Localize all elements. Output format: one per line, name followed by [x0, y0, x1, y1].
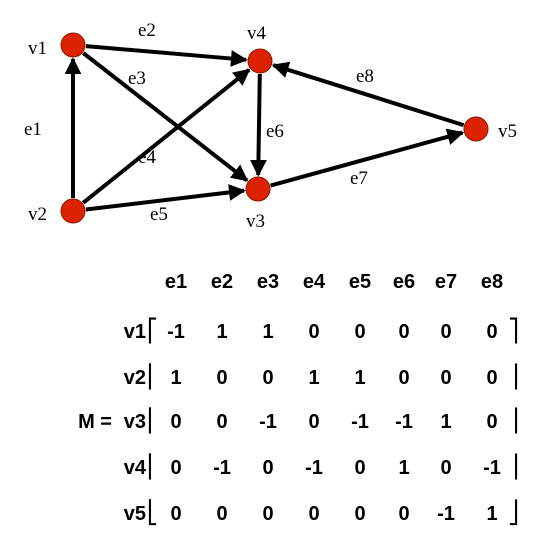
node-v5: [463, 116, 489, 142]
edge-e7: [270, 128, 465, 188]
edge-e8: [271, 61, 465, 128]
matrix-cell: 0: [354, 457, 366, 479]
node-label-v4: v4: [247, 23, 267, 44]
matrix-name: M =: [78, 411, 112, 433]
edge-e4: [81, 68, 251, 205]
edge-e5: [85, 184, 246, 212]
matrix-row-label: v3: [123, 411, 146, 433]
matrix-cell: 0: [308, 503, 320, 525]
matrix-cell: 1: [486, 503, 498, 525]
matrix-cell: 1: [398, 457, 410, 479]
matrix-right-bracket: ⎤: [508, 319, 519, 344]
edge-label-e5: e5: [150, 204, 168, 225]
node-v2: [60, 198, 86, 224]
matrix-cell: -1: [167, 321, 185, 343]
edge-e6: [250, 73, 267, 177]
matrix-cell: 0: [440, 321, 452, 343]
node-label-v2: v2: [28, 204, 47, 225]
matrix-left-bracket: ⎣: [147, 501, 158, 526]
matrix-cell: 0: [308, 321, 320, 343]
edge-label-e8: e8: [356, 66, 374, 87]
matrix-cell: -1: [259, 411, 277, 433]
edge-e2: [85, 44, 248, 67]
matrix-cell: -1: [483, 457, 501, 479]
matrix-row-label: v1: [123, 321, 146, 343]
matrix-cell: 1: [354, 367, 366, 389]
matrix-left-bracket: ⎡: [147, 319, 158, 344]
matrix-cell: 0: [354, 503, 366, 525]
matrix-cell: 0: [262, 457, 274, 479]
matrix-column-header: e4: [302, 271, 326, 293]
matrix-cell: 0: [170, 503, 182, 525]
matrix-right-bracket: ⎥: [508, 365, 519, 390]
matrix-cell: 0: [262, 367, 274, 389]
matrix-cell: 1: [262, 321, 274, 343]
edge-label-e6: e6: [266, 121, 284, 142]
matrix-right-bracket: ⎥: [508, 409, 519, 434]
matrix-cell: 0: [216, 503, 228, 525]
matrix-left-bracket: ⎢: [147, 455, 158, 480]
node-label-v3: v3: [246, 211, 265, 232]
edge-label-e3: e3: [128, 68, 146, 89]
matrix-row-label: v4: [123, 457, 146, 479]
edge-label-e2: e2: [138, 20, 156, 41]
matrix-cell: 0: [486, 367, 498, 389]
matrix-cell: 0: [398, 503, 410, 525]
edge-label-e4: e4: [138, 147, 156, 168]
matrix-column-header: e8: [480, 271, 504, 293]
matrix-cell: -1: [351, 411, 369, 433]
matrix-cell: 1: [216, 321, 228, 343]
matrix-column-header: e1: [164, 271, 188, 293]
matrix-cell: -1: [437, 503, 455, 525]
node-v3: [245, 176, 271, 202]
matrix-cell: -1: [395, 411, 413, 433]
matrix-cell: 0: [398, 367, 410, 389]
incidence-matrix: e1 e2 e3 e4 e5 e6 e7 e8 v1 ⎡ -1 1 1 0 0 0 0 0 ⎤ v2 ⎢ 1 0 0 1 1 0 0 0…: [0, 250, 554, 534]
matrix-cell: 0: [170, 411, 182, 433]
matrix-column-header: e7: [434, 271, 458, 293]
matrix-column-header: e3: [256, 271, 280, 293]
edge-label-e7: e7: [350, 168, 368, 189]
matrix-cell: 0: [440, 367, 452, 389]
matrix-left-bracket: ⎢: [147, 409, 158, 434]
matrix-cell: 0: [354, 321, 366, 343]
matrix-column-header: e6: [392, 271, 416, 293]
node-v1: [60, 32, 86, 58]
matrix-cell: 0: [216, 411, 228, 433]
matrix-cell: 0: [216, 367, 228, 389]
matrix-cell: 1: [440, 411, 452, 433]
matrix-cell: 0: [170, 457, 182, 479]
node-v4: [247, 48, 273, 74]
matrix-cell: -1: [213, 457, 231, 479]
edge-label-e1: e1: [24, 119, 42, 140]
matrix-left-bracket: ⎢: [147, 365, 158, 390]
matrix-cell: 0: [262, 503, 274, 525]
matrix-column-header: e2: [210, 271, 234, 293]
matrix-cell: 0: [308, 411, 320, 433]
matrix-right-bracket: ⎥: [508, 455, 519, 480]
edge-e3: [82, 51, 249, 182]
matrix-row-label: v5: [123, 503, 146, 525]
matrix-right-bracket: ⎦: [508, 501, 519, 526]
matrix-cell: -1: [305, 457, 323, 479]
matrix-cell: 1: [308, 367, 320, 389]
matrix-cell: 0: [486, 321, 498, 343]
matrix-cell: 1: [170, 367, 182, 389]
matrix-cell: 0: [486, 411, 498, 433]
matrix-cell: 0: [440, 457, 452, 479]
directed-graph: e1 e2 e3 e4 e5 e6 e7 e8 v1 v2 v3 v4 v5: [24, 20, 517, 232]
node-label-v1: v1: [28, 38, 47, 59]
matrix-cell: 0: [398, 321, 410, 343]
node-label-v5: v5: [498, 121, 517, 142]
matrix-column-header: e5: [348, 271, 372, 293]
matrix-row-label: v2: [123, 367, 146, 389]
